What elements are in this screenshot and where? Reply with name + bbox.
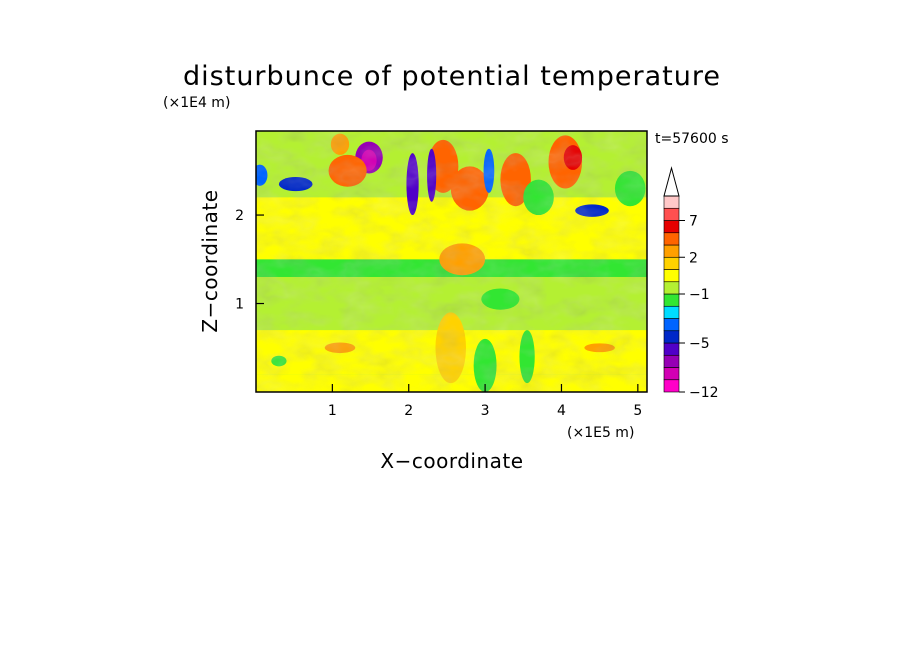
colorbar-swatch-8	[663, 281, 680, 295]
x-tick-label-4: 5	[633, 403, 642, 419]
colorbar-tick-label-3: −5	[689, 336, 710, 352]
chart-title: disturbunce of potential temperature	[183, 61, 721, 92]
field-blob-20	[473, 338, 497, 392]
colorbar-swatch-1	[663, 367, 680, 381]
y-tick-label-0: 1	[235, 297, 244, 313]
colorbar-swatch-13	[663, 220, 680, 234]
colorbar-swatch-2	[663, 354, 680, 368]
colorbar-tick-label-4: −12	[689, 385, 719, 401]
colorbar-swatch-4	[663, 330, 680, 344]
field-blob-23	[271, 355, 287, 367]
colorbar-swatch-10	[663, 256, 680, 270]
x-tick-label-2: 3	[481, 403, 490, 419]
colorbar-extend-arrow	[663, 166, 680, 197]
x-tick-label-3: 4	[557, 403, 566, 419]
colorbar: 7 2 −1 −5 −12	[663, 166, 719, 401]
field-blob-19	[435, 312, 467, 384]
field-blob-22	[324, 342, 356, 354]
field-blob-8	[500, 153, 531, 207]
field-blob-24	[584, 343, 615, 353]
colorbar-swatch-6	[663, 305, 680, 319]
y-axis: 12	[235, 208, 264, 313]
y-tick-label-1: 2	[235, 208, 244, 224]
field-blob-7	[450, 166, 489, 211]
x-axis-label: X−coordinate	[380, 449, 523, 473]
colorbar-swatch-12	[663, 232, 680, 246]
field-blob-18	[481, 288, 520, 310]
colorbar-tick-label-0: 7	[689, 214, 698, 230]
colorbar-swatch-9	[663, 269, 680, 283]
colorbar-swatch-15	[663, 195, 680, 209]
colorbar-swatch-7	[663, 293, 680, 307]
field-band-0	[256, 374, 647, 392]
plot-frame	[255, 130, 648, 393]
colorbar-swatch-3	[663, 342, 680, 356]
colorbar-tick-label-1: 2	[689, 250, 698, 266]
field-blob-17	[439, 243, 486, 276]
x-tick-label-1: 2	[404, 403, 413, 419]
field-blob-4	[328, 154, 367, 187]
field-blob-5	[330, 133, 350, 155]
colorbar-tick-label-2: −1	[689, 287, 710, 303]
field-blob-2	[278, 177, 313, 192]
field-blob-3	[256, 164, 268, 186]
time-label: t=57600 s	[655, 131, 729, 147]
field-blob-12	[614, 170, 646, 207]
field-blob-21	[519, 330, 535, 384]
field-blob-16	[483, 148, 495, 193]
x-tick-label-0: 1	[328, 403, 337, 419]
field-blob-15	[427, 148, 437, 202]
field-blob-13	[523, 179, 554, 216]
y-unit-label: (×1E4 m)	[163, 95, 230, 111]
x-unit-label: (×1E5 m)	[567, 425, 634, 441]
colorbar-swatch-0	[663, 379, 680, 393]
field-blob-11	[575, 204, 609, 217]
contour-field	[256, 131, 647, 392]
y-axis-label: Z−coordinate	[198, 189, 222, 332]
colorbar-swatch-5	[663, 318, 680, 332]
colorbar-swatch-11	[663, 244, 680, 258]
colorbar-swatch-14	[663, 207, 680, 221]
field-blob-10	[563, 145, 583, 170]
x-axis: 1 2 3 4 5	[328, 384, 642, 419]
field-blob-14	[406, 153, 419, 216]
